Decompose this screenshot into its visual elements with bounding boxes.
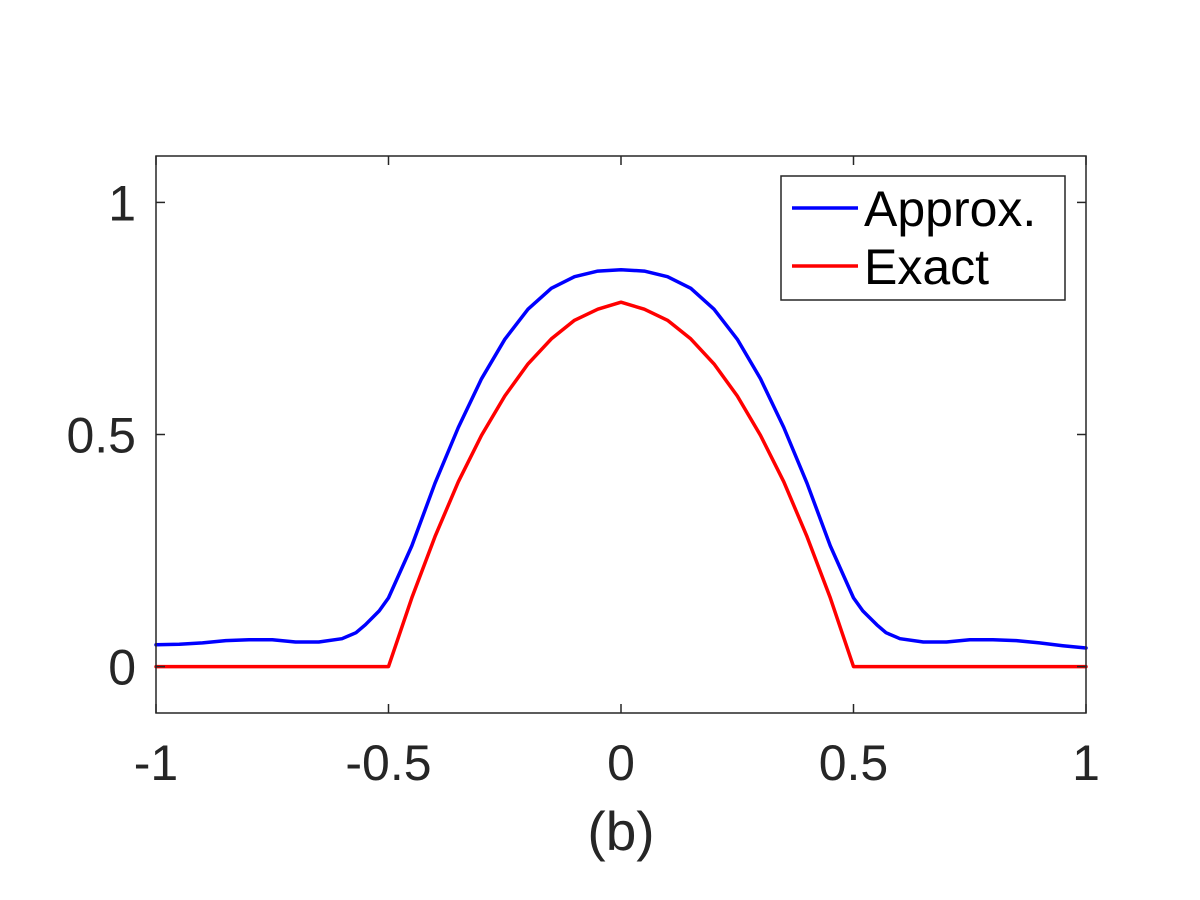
y-axis: 00.51 (66, 175, 1086, 696)
x-tick-label: 0 (607, 735, 635, 791)
series-line-exact (154, 300, 1088, 669)
legend-label-exact: Exact (864, 239, 989, 295)
x-tick-label: -1 (134, 735, 178, 791)
legend-box (780, 175, 1066, 301)
x-tick-label: 1 (1072, 735, 1100, 791)
x-axis-label: (b) (587, 800, 654, 862)
x-tick-label: 0.5 (819, 735, 889, 791)
y-tick-label: 0.5 (66, 408, 136, 464)
legend-label-approx: Approx. (864, 181, 1036, 237)
x-tick-label: -0.5 (345, 735, 431, 791)
series-line-approx (154, 267, 1088, 650)
legend: Approx. Exact (780, 175, 1066, 301)
x-axis: -1 -0.5 0 0.5 1 (134, 156, 1100, 791)
series-layer (154, 267, 1088, 669)
y-tick-label: 1 (108, 175, 136, 231)
y-tick-label: 0 (108, 640, 136, 696)
